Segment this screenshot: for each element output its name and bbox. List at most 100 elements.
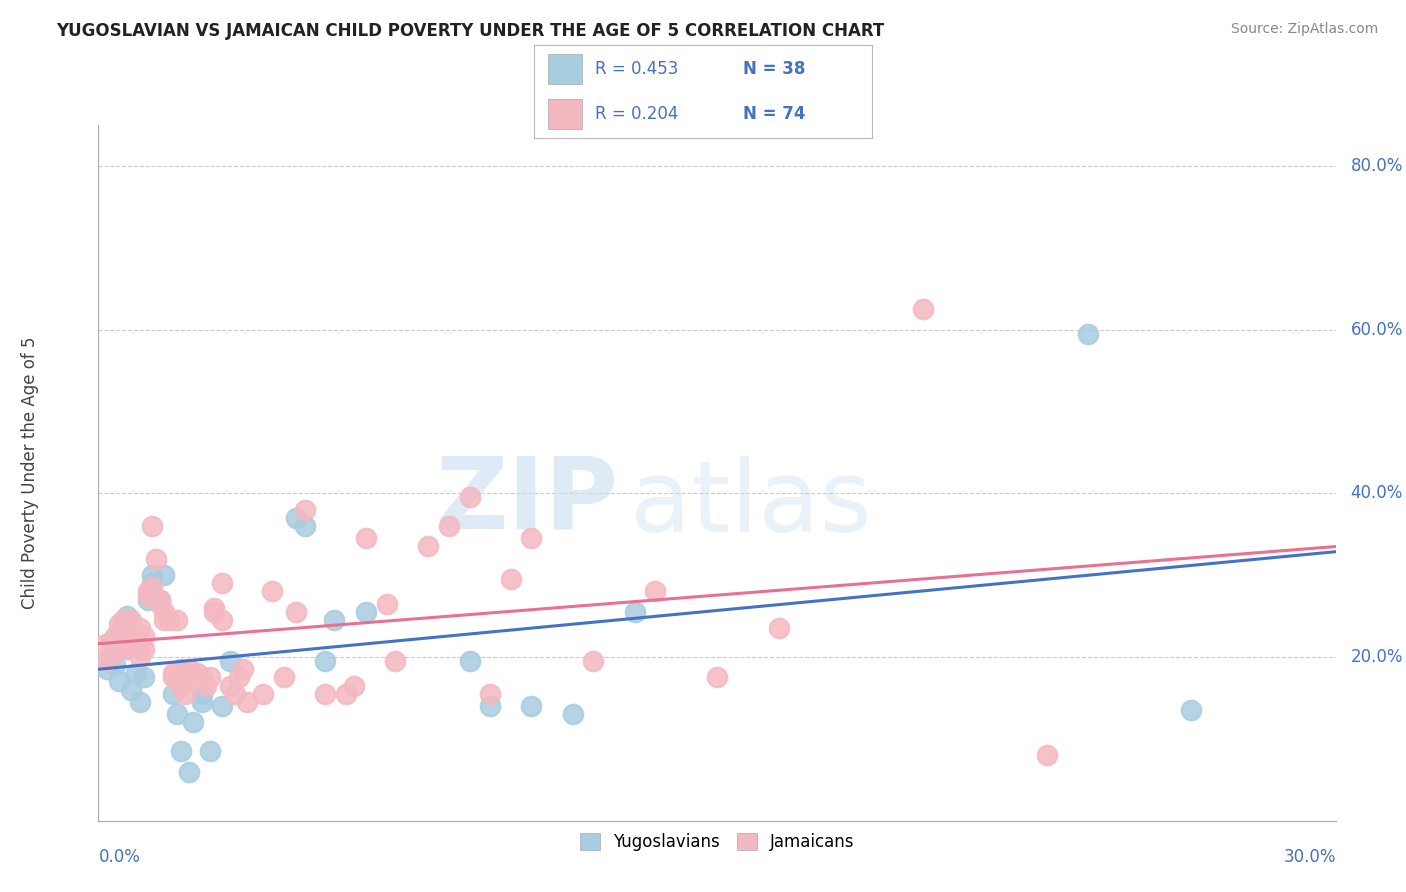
Point bbox=[211, 699, 233, 714]
Point bbox=[285, 605, 308, 619]
Point bbox=[117, 641, 139, 656]
Point bbox=[232, 662, 254, 676]
Point bbox=[149, 592, 172, 607]
Text: N = 74: N = 74 bbox=[744, 105, 806, 123]
Point bbox=[149, 597, 172, 611]
Point bbox=[285, 510, 308, 524]
Point bbox=[170, 662, 193, 676]
Point bbox=[499, 572, 522, 586]
Text: 0.0%: 0.0% bbox=[98, 848, 141, 866]
Point bbox=[96, 654, 118, 668]
Point bbox=[108, 674, 131, 689]
Point bbox=[314, 654, 336, 668]
Point bbox=[706, 670, 728, 684]
Text: Child Poverty Under the Age of 5: Child Poverty Under the Age of 5 bbox=[21, 336, 39, 609]
Point bbox=[260, 584, 283, 599]
Point bbox=[136, 589, 159, 603]
Point bbox=[458, 654, 481, 668]
Point bbox=[141, 576, 163, 591]
Point bbox=[273, 670, 295, 684]
Point bbox=[219, 679, 242, 693]
Point bbox=[174, 687, 197, 701]
Point bbox=[153, 613, 176, 627]
Point bbox=[561, 707, 583, 722]
Point bbox=[194, 679, 217, 693]
Point bbox=[252, 687, 274, 701]
Point bbox=[112, 638, 135, 652]
Point bbox=[190, 670, 212, 684]
Point bbox=[335, 687, 357, 701]
Point bbox=[162, 670, 184, 684]
Point bbox=[375, 597, 398, 611]
Text: Source: ZipAtlas.com: Source: ZipAtlas.com bbox=[1230, 22, 1378, 37]
Point bbox=[768, 621, 790, 635]
Point bbox=[211, 613, 233, 627]
Point bbox=[198, 744, 221, 758]
Point bbox=[112, 617, 135, 632]
Point bbox=[117, 633, 139, 648]
Point bbox=[153, 568, 176, 582]
Point bbox=[100, 633, 122, 648]
Text: R = 0.453: R = 0.453 bbox=[595, 60, 678, 78]
Point bbox=[343, 679, 366, 693]
Point bbox=[384, 654, 406, 668]
Point bbox=[1077, 326, 1099, 341]
Legend: Yugoslavians, Jamaicans: Yugoslavians, Jamaicans bbox=[574, 826, 860, 857]
Point bbox=[145, 551, 167, 566]
Point bbox=[141, 580, 163, 594]
Point bbox=[132, 641, 155, 656]
Point bbox=[108, 617, 131, 632]
Point bbox=[202, 600, 225, 615]
Point bbox=[104, 658, 127, 673]
Point bbox=[294, 502, 316, 516]
Point bbox=[117, 641, 139, 656]
Point bbox=[124, 633, 146, 648]
Point bbox=[190, 695, 212, 709]
Point bbox=[644, 584, 666, 599]
Point bbox=[141, 519, 163, 533]
Point bbox=[623, 605, 645, 619]
Point bbox=[170, 666, 193, 681]
Point bbox=[136, 592, 159, 607]
Point bbox=[128, 621, 150, 635]
Point bbox=[120, 682, 142, 697]
Point bbox=[108, 633, 131, 648]
Point bbox=[166, 707, 188, 722]
Point bbox=[582, 654, 605, 668]
Point bbox=[520, 699, 543, 714]
Point bbox=[520, 531, 543, 545]
Bar bbox=[548, 99, 582, 129]
Text: 80.0%: 80.0% bbox=[1351, 157, 1403, 175]
Point bbox=[170, 744, 193, 758]
Point bbox=[128, 695, 150, 709]
Point bbox=[202, 605, 225, 619]
Text: atlas: atlas bbox=[630, 456, 872, 552]
Point bbox=[153, 605, 176, 619]
Point bbox=[179, 764, 201, 779]
Point bbox=[179, 662, 201, 676]
Text: 30.0%: 30.0% bbox=[1284, 848, 1336, 866]
Point bbox=[162, 666, 184, 681]
Text: ZIP: ZIP bbox=[436, 452, 619, 549]
Point bbox=[132, 670, 155, 684]
Point bbox=[228, 670, 250, 684]
Point bbox=[100, 649, 122, 664]
Point bbox=[437, 519, 460, 533]
Point bbox=[294, 519, 316, 533]
Point bbox=[418, 540, 440, 554]
Point bbox=[236, 695, 259, 709]
Point bbox=[128, 641, 150, 656]
Text: N = 38: N = 38 bbox=[744, 60, 806, 78]
Point bbox=[198, 670, 221, 684]
Point bbox=[181, 670, 204, 684]
Point bbox=[458, 491, 481, 505]
Point bbox=[479, 687, 502, 701]
Text: 20.0%: 20.0% bbox=[1351, 648, 1403, 666]
Point bbox=[104, 630, 127, 644]
Point bbox=[170, 679, 193, 693]
Point bbox=[157, 613, 180, 627]
Point bbox=[120, 613, 142, 627]
Point bbox=[314, 687, 336, 701]
Point bbox=[322, 613, 344, 627]
Point bbox=[219, 654, 242, 668]
